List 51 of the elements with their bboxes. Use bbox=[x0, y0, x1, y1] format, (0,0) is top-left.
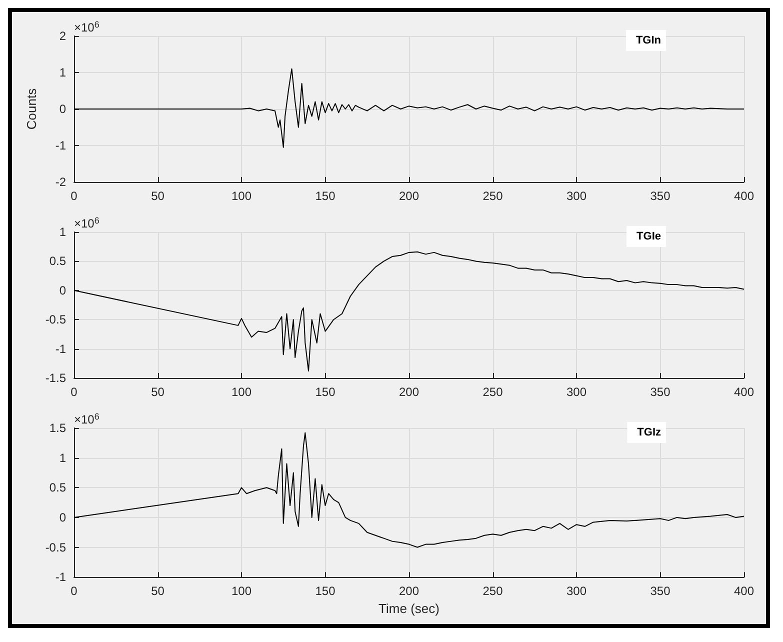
y-tick-label: -0.5 bbox=[45, 312, 66, 327]
y-tick-label: -1 bbox=[55, 342, 66, 356]
x-tick-label: 400 bbox=[734, 189, 754, 203]
x-tick-label: 150 bbox=[315, 584, 336, 598]
text: TGIn bbox=[636, 34, 662, 46]
x-tick-label: 200 bbox=[398, 385, 420, 399]
y-tick-label: 1 bbox=[59, 450, 66, 465]
y-tick-label: 2 bbox=[59, 29, 66, 43]
x-tick-label: 100 bbox=[231, 385, 252, 399]
x-tick-label: 250 bbox=[482, 385, 504, 399]
y-tick-label: 0.5 bbox=[49, 480, 66, 495]
y-tick-label: 0 bbox=[59, 102, 66, 116]
x-tick-label: 50 bbox=[151, 584, 165, 598]
x-tick-label: 200 bbox=[398, 189, 420, 203]
x-tick-label: 250 bbox=[482, 584, 504, 598]
x-tick-label: 300 bbox=[566, 584, 587, 598]
x-tick-label: 150 bbox=[315, 189, 336, 203]
x-tick-label: 350 bbox=[650, 189, 671, 203]
x-tick-label: 300 bbox=[566, 189, 587, 203]
x-tick-label: 0 bbox=[70, 584, 78, 598]
x-tick-label: 50 bbox=[151, 189, 165, 203]
x-tick-label: 50 bbox=[151, 385, 165, 399]
text: TGIe bbox=[636, 230, 662, 242]
x-tick-label: 250 bbox=[482, 189, 504, 203]
x-tick-label: 100 bbox=[231, 189, 252, 203]
line-series bbox=[74, 68, 744, 148]
x-tick-label: 400 bbox=[734, 584, 754, 598]
x-tick-label: 300 bbox=[566, 385, 587, 399]
y-tick-label: 1.5 bbox=[49, 421, 66, 435]
y-axis-title: Counts bbox=[24, 88, 39, 130]
x-axis-title: Time (sec) bbox=[378, 601, 440, 616]
x-tick-label: 350 bbox=[650, 584, 671, 598]
x-tick-label: 0 bbox=[70, 189, 78, 203]
y-tick-label: 0.5 bbox=[49, 254, 66, 268]
y-tick-label: 0 bbox=[59, 510, 66, 524]
line-series bbox=[74, 251, 744, 372]
y-tick-label: 0 bbox=[59, 283, 66, 298]
y-tick-label: 1 bbox=[59, 225, 66, 239]
x-tick-label: 100 bbox=[231, 584, 252, 598]
x-tick-label: 350 bbox=[650, 385, 671, 399]
y-tick-label: -0.5 bbox=[45, 540, 66, 554]
x-tick-label: 200 bbox=[398, 584, 420, 598]
y-tick-label: -1.5 bbox=[45, 371, 66, 385]
x-tick-label: 400 bbox=[734, 385, 754, 399]
x-tick-label: 0 bbox=[70, 385, 78, 399]
y-tick-label: -2 bbox=[55, 175, 66, 189]
text: TGIz bbox=[637, 426, 662, 438]
x-tick-label: 150 bbox=[315, 385, 336, 399]
y-tick-label: 1 bbox=[59, 66, 66, 80]
y-tick-label: -1 bbox=[55, 570, 66, 584]
y-tick-label: -1 bbox=[55, 138, 66, 152]
